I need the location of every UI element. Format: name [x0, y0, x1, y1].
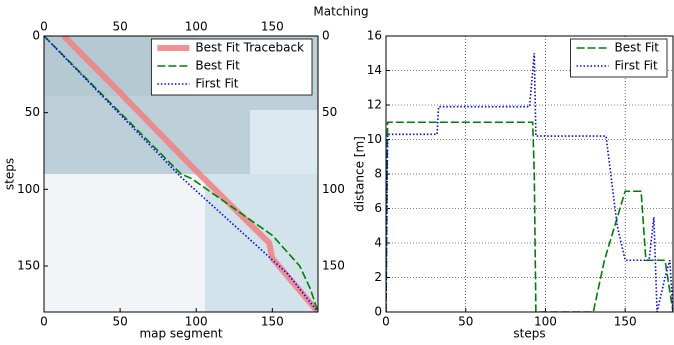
y-tick-label: 14	[367, 63, 382, 77]
x-tick-label: 150	[614, 315, 637, 329]
y-tick-label-right: 50	[322, 105, 337, 119]
y-tick-label: 6	[374, 201, 382, 215]
x-tick-label-top: 0	[40, 20, 48, 34]
y-tick-label: 0	[374, 305, 382, 319]
legend-label: Best Fit	[195, 59, 240, 73]
y-tick-label: 8	[374, 167, 382, 181]
legend-label: First Fit	[195, 77, 238, 91]
series-line	[386, 122, 673, 312]
y-axis-label: steps	[3, 158, 17, 190]
legend-label: Best Fit Traceback	[195, 41, 304, 55]
legend: Best Fit First Fit	[571, 39, 667, 77]
y-axis-label: distance [m]	[353, 136, 367, 212]
y-tick-label: 4	[374, 236, 382, 250]
x-tick-label-top: 50	[112, 20, 127, 34]
figure-title: Matching	[313, 5, 368, 19]
y-tick-label: 12	[367, 98, 382, 112]
y-tick-label: 100	[17, 182, 40, 196]
y-tick-label: 16	[367, 29, 382, 43]
y-tick-label: 0	[32, 29, 40, 43]
y-tick-label-right: 150	[322, 259, 345, 273]
figure: Matching 0050501001001501500050501001001…	[0, 0, 674, 345]
x-tick-label: 50	[112, 315, 127, 329]
y-tick-label-right: 0	[322, 29, 330, 43]
y-tick-label: 150	[17, 259, 40, 273]
y-tick-label: 50	[25, 105, 40, 119]
x-tick-label-top: 150	[261, 20, 284, 34]
legend-label: First Fit	[615, 59, 658, 73]
series-line	[386, 53, 673, 312]
x-tick-label-top: 100	[185, 20, 208, 34]
x-tick-label: 0	[40, 315, 48, 329]
y-tick-label-right: 100	[322, 182, 345, 196]
x-axis-label: map segment	[139, 327, 222, 341]
page: Matching 0050501001001501500050501001001…	[0, 0, 674, 345]
x-tick-label: 0	[382, 315, 390, 329]
y-tick-label: 2	[374, 270, 382, 284]
x-axis-label: steps	[513, 327, 545, 341]
legend: Best Fit Traceback Best Fit First Fit	[151, 39, 312, 95]
legend-label: Best Fit	[615, 41, 660, 55]
x-tick-label: 50	[458, 315, 473, 329]
x-tick-label: 150	[261, 315, 284, 329]
y-tick-label: 10	[367, 132, 382, 146]
